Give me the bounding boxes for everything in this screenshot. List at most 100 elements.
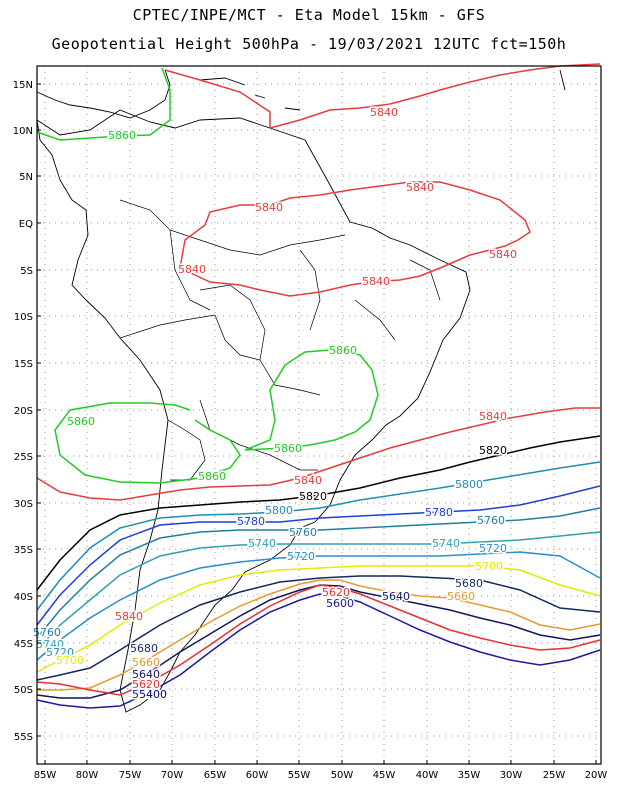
contour-label-5720: 5720 (287, 550, 315, 563)
contour-label-5700: 5700 (56, 654, 84, 667)
contour-label-5760: 5760 (477, 514, 505, 527)
lon-tick-label: 50W (331, 770, 354, 781)
contour-5680 (36, 575, 601, 681)
lat-tick-label: EQ (19, 219, 33, 230)
contour-label-5860: 5860 (329, 344, 357, 357)
contour-5700 (36, 565, 601, 673)
contour-5800 (36, 461, 601, 611)
lat-tick-label: 45S (14, 639, 33, 650)
contour-5860-pacific (54, 402, 241, 484)
contour-label-5640: 5640 (132, 668, 160, 681)
contour-label-5860: 5860 (198, 470, 226, 483)
contour-label-5660: 5660 (447, 590, 475, 603)
contour-label-5720: 5720 (479, 542, 507, 555)
lon-tick-label: 75W (119, 770, 142, 781)
contour-5620 (36, 584, 601, 696)
contour-label-5740: 5740 (432, 537, 460, 550)
lon-tick-label: 35W (458, 770, 481, 781)
lon-tick-label: 40W (416, 770, 439, 781)
contour-label-5840: 5840 (115, 610, 143, 623)
contour-label-5860: 5860 (67, 415, 95, 428)
height-contours (36, 63, 601, 709)
lat-tick-label: 5S (20, 266, 33, 277)
contour-5760 (36, 507, 601, 639)
contour-label-5860: 5860 (274, 442, 302, 455)
contour-label-5760: 5760 (33, 626, 61, 639)
lat-tick-label: 35S (14, 545, 33, 556)
lon-tick-label: 45W (373, 770, 396, 781)
lat-tick-label: 20S (14, 406, 33, 417)
contour-label-5860: 5860 (108, 129, 136, 142)
contour-5660 (37, 579, 601, 691)
latitude-axis: 15N 10N 5N EQ 5S 10S 15S 20S 25S 30S 35S 40S 45S 50S 5… (13, 80, 41, 743)
contour-labels: 5840 5840 5840 5840 5840 5840 5840 5840 5840 5860… (32, 105, 519, 703)
contour-5740 (36, 531, 601, 651)
lat-tick-label: 40S (14, 592, 33, 603)
map-subtitle: Geopotential Height 500hPa - 19/03/2021 … (51, 35, 567, 53)
contour-5720 (36, 551, 601, 661)
lat-tick-label: 15N (13, 80, 33, 91)
coastline-and-borders (36, 69, 566, 713)
contour-label-5840: 5840 (406, 181, 434, 194)
contour-label-5820: 5820 (479, 444, 507, 457)
contour-label-5660: 5660 (132, 656, 160, 669)
lon-tick-label: 70W (161, 770, 184, 781)
contour-label-5840: 5840 (294, 474, 322, 487)
lat-tick-label: 25S (14, 452, 33, 463)
lon-tick-label: 80W (76, 770, 99, 781)
lon-tick-label: 25W (543, 770, 566, 781)
contour-label-5400: 5400 (139, 688, 167, 701)
lon-tick-label: 65W (204, 770, 227, 781)
contour-label-5840: 5840 (255, 201, 283, 214)
lon-tick-label: 20W (585, 770, 608, 781)
contour-5840-north (164, 63, 601, 129)
contour-label-5780: 5780 (425, 506, 453, 519)
contour-label-5740: 5740 (248, 537, 276, 550)
lat-tick-label: 5N (19, 172, 33, 183)
contour-label-5620: 5620 (322, 586, 350, 599)
lon-tick-label: 60W (246, 770, 269, 781)
contour-label-5840: 5840 (489, 248, 517, 261)
contour-5840-equatorial (179, 181, 531, 297)
contour-5860-central (244, 349, 379, 451)
lat-tick-label: 15S (14, 359, 33, 370)
contour-label-5760: 5760 (289, 526, 317, 539)
contour-label-5740: 5740 (36, 638, 64, 651)
contour-label-5820: 5820 (299, 490, 327, 503)
lat-tick-label: 10S (14, 312, 33, 323)
lon-tick-label: 85W (34, 770, 57, 781)
contour-5600 (36, 593, 601, 709)
contour-label-5600: 5600 (132, 688, 160, 701)
contour-label-5680: 5680 (130, 642, 158, 655)
contour-label-5600: 5600 (326, 597, 354, 610)
contour-label-5640: 5640 (382, 590, 410, 603)
caribbean-islands (199, 69, 566, 111)
central-america-coast (36, 69, 171, 119)
longitude-axis: 85W 80W 75W 70W 65W 60W 55W 50W 45W 40W 35W 30W 25W 2… (34, 760, 608, 781)
contour-label-5840: 5840 (370, 106, 398, 119)
contour-5860-north (36, 67, 171, 141)
map-frame (36, 65, 602, 765)
lon-tick-label: 55W (288, 770, 311, 781)
lat-tick-label: 50S (14, 685, 33, 696)
contour-label-5840: 5840 (178, 263, 206, 276)
contour-5780 (36, 485, 601, 626)
lat-lon-grid (37, 66, 601, 764)
map-title: CPTEC/INPE/MCT - Eta Model 15km - GFS (132, 6, 486, 24)
lon-tick-label: 30W (500, 770, 523, 781)
lat-tick-label: 55S (14, 732, 33, 743)
contour-label-5700: 5700 (475, 560, 503, 573)
contour-label-5800: 5800 (265, 504, 293, 517)
contour-label-5720: 5720 (46, 646, 74, 659)
contour-label-5620: 5620 (132, 678, 160, 691)
south-america-coastline (36, 109, 471, 713)
contour-label-5680: 5680 (455, 577, 483, 590)
contour-label-5800: 5800 (455, 478, 483, 491)
contour-5840-south (36, 407, 600, 501)
contour-label-5780: 5780 (237, 515, 265, 528)
country-borders (119, 199, 441, 481)
contour-label-5840: 5840 (479, 410, 507, 423)
lat-tick-label: 10N (13, 126, 33, 137)
contour-label-5840: 5840 (362, 275, 390, 288)
